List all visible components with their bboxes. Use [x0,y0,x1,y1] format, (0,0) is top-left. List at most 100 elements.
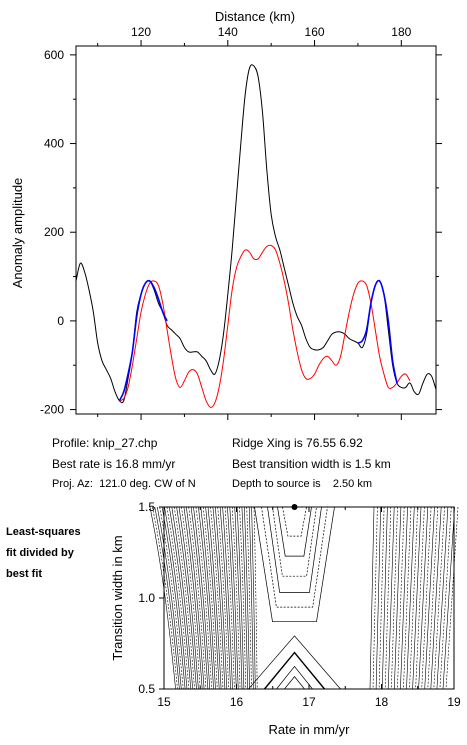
top-x-tick-label: 140 [218,25,238,39]
contour-line [445,506,459,690]
top-x-tick-label: 120 [131,25,151,39]
top-y-tick-label: 600 [44,48,64,62]
contour-line [391,506,398,690]
contour-line [198,506,214,690]
contour-line [212,506,226,690]
contour-line [412,506,422,690]
contour-line [181,506,201,690]
contour-line [384,506,392,690]
contour-line [372,506,378,690]
contour-line [276,665,313,690]
bottom-y-tick-label: 0.5 [138,682,155,696]
side-caption-line: Least-squares [6,526,81,538]
contour-line [427,506,439,690]
contour-line [210,506,224,690]
side-caption-line: best fit [6,568,43,580]
contour-line [173,506,195,690]
bottom-y-tick-label: 1.5 [138,500,155,514]
contour-line [403,506,412,690]
contour-line [188,506,207,690]
fit-window-left-line [118,279,168,402]
contour-line [421,506,432,690]
contour-line [200,506,216,690]
info-proj-az: Proj. Az: 121.0 deg. CW of N [52,478,196,490]
contour-line [195,506,212,690]
best-fit-marker [291,504,298,510]
contour-line [241,506,248,690]
contour-line [169,506,192,690]
contour-line [244,506,250,690]
top-y-tick-label: 400 [44,137,64,151]
side-caption: Least-squares fit divided by best fit [6,522,81,585]
contour-line [193,506,211,690]
contour-line [229,506,239,690]
contour-line [224,506,235,690]
bottom-x-tick-label: 18 [375,695,389,709]
contour-line [254,506,335,623]
contour-line [215,506,228,690]
contour-line [176,506,197,690]
contour-line [152,506,178,690]
contour-line [424,506,435,690]
contour-line [375,506,381,690]
contour-line [154,506,180,690]
contour-line [171,506,193,690]
contour-line [433,506,445,690]
bottom-x-axis-label: Rate in mm/yr [269,722,351,737]
contour-line [202,506,218,690]
contour-line [430,506,442,690]
top-series-group [75,64,437,408]
contour-line [415,506,425,690]
top-y-axis-label: Anomaly amplitude [10,178,25,289]
contour-line [248,635,341,690]
contour-line [263,651,326,690]
bottom-y-tick-label: 1.0 [138,591,155,605]
bottom-y-axis-label: Transition width in km [110,535,125,660]
bottom-x-tick-label: 17 [302,695,316,709]
contour-line [157,506,182,690]
contour-line [418,506,429,690]
top-plot-frame [75,45,437,415]
contour-line [149,506,176,690]
info-ridge-xing: Ridge Xing is 76.55 6.92 [232,436,363,450]
contour-line [284,676,305,690]
contour-line [207,506,222,690]
contour-line [231,506,241,690]
observed-profile-line [75,64,437,404]
info-best-transition: Best transition width is 1.5 km [232,457,391,471]
contour-line [161,506,186,690]
bottom-x-tick-label: 15 [157,695,171,709]
bottom-x-tick-label: 19 [447,695,461,709]
top-axis-ticks: 120 140 160 180 -200 0 200 400 600 [40,25,442,420]
contour-line [227,506,237,690]
contour-line [394,506,402,690]
misfit-contour-chart: Rate in mm/yr Transition width in km 15 1… [110,500,461,737]
top-x-tick-label: 160 [305,25,325,39]
anomaly-profile-chart: Distance (km) Anomaly amplitude 120 140 16… [10,9,442,420]
contour-line [178,506,199,690]
contour-line [239,506,247,690]
contour-line [277,506,312,557]
contour-line [439,506,452,690]
top-y-tick-label: -200 [40,403,64,417]
contour-line [387,506,395,690]
contour-line [436,506,449,690]
contour-line [166,506,190,690]
contour-lines [149,506,459,690]
contour-line [234,506,243,690]
contour-line [183,506,203,690]
contour-line [219,506,231,690]
contour-line [248,506,254,690]
contour-line [190,506,209,690]
contour-line [369,506,375,690]
contour-line [272,506,317,577]
contour-line [397,506,405,690]
top-x-axis-label: Distance (km) [215,9,295,24]
contour-line [409,506,418,690]
contour-line [400,506,408,690]
info-best-rate: Best rate is 16.8 mm/yr [52,457,176,471]
contour-line [381,506,388,690]
contour-line [282,506,307,537]
contour-line [205,506,220,690]
contour-line [217,506,229,690]
